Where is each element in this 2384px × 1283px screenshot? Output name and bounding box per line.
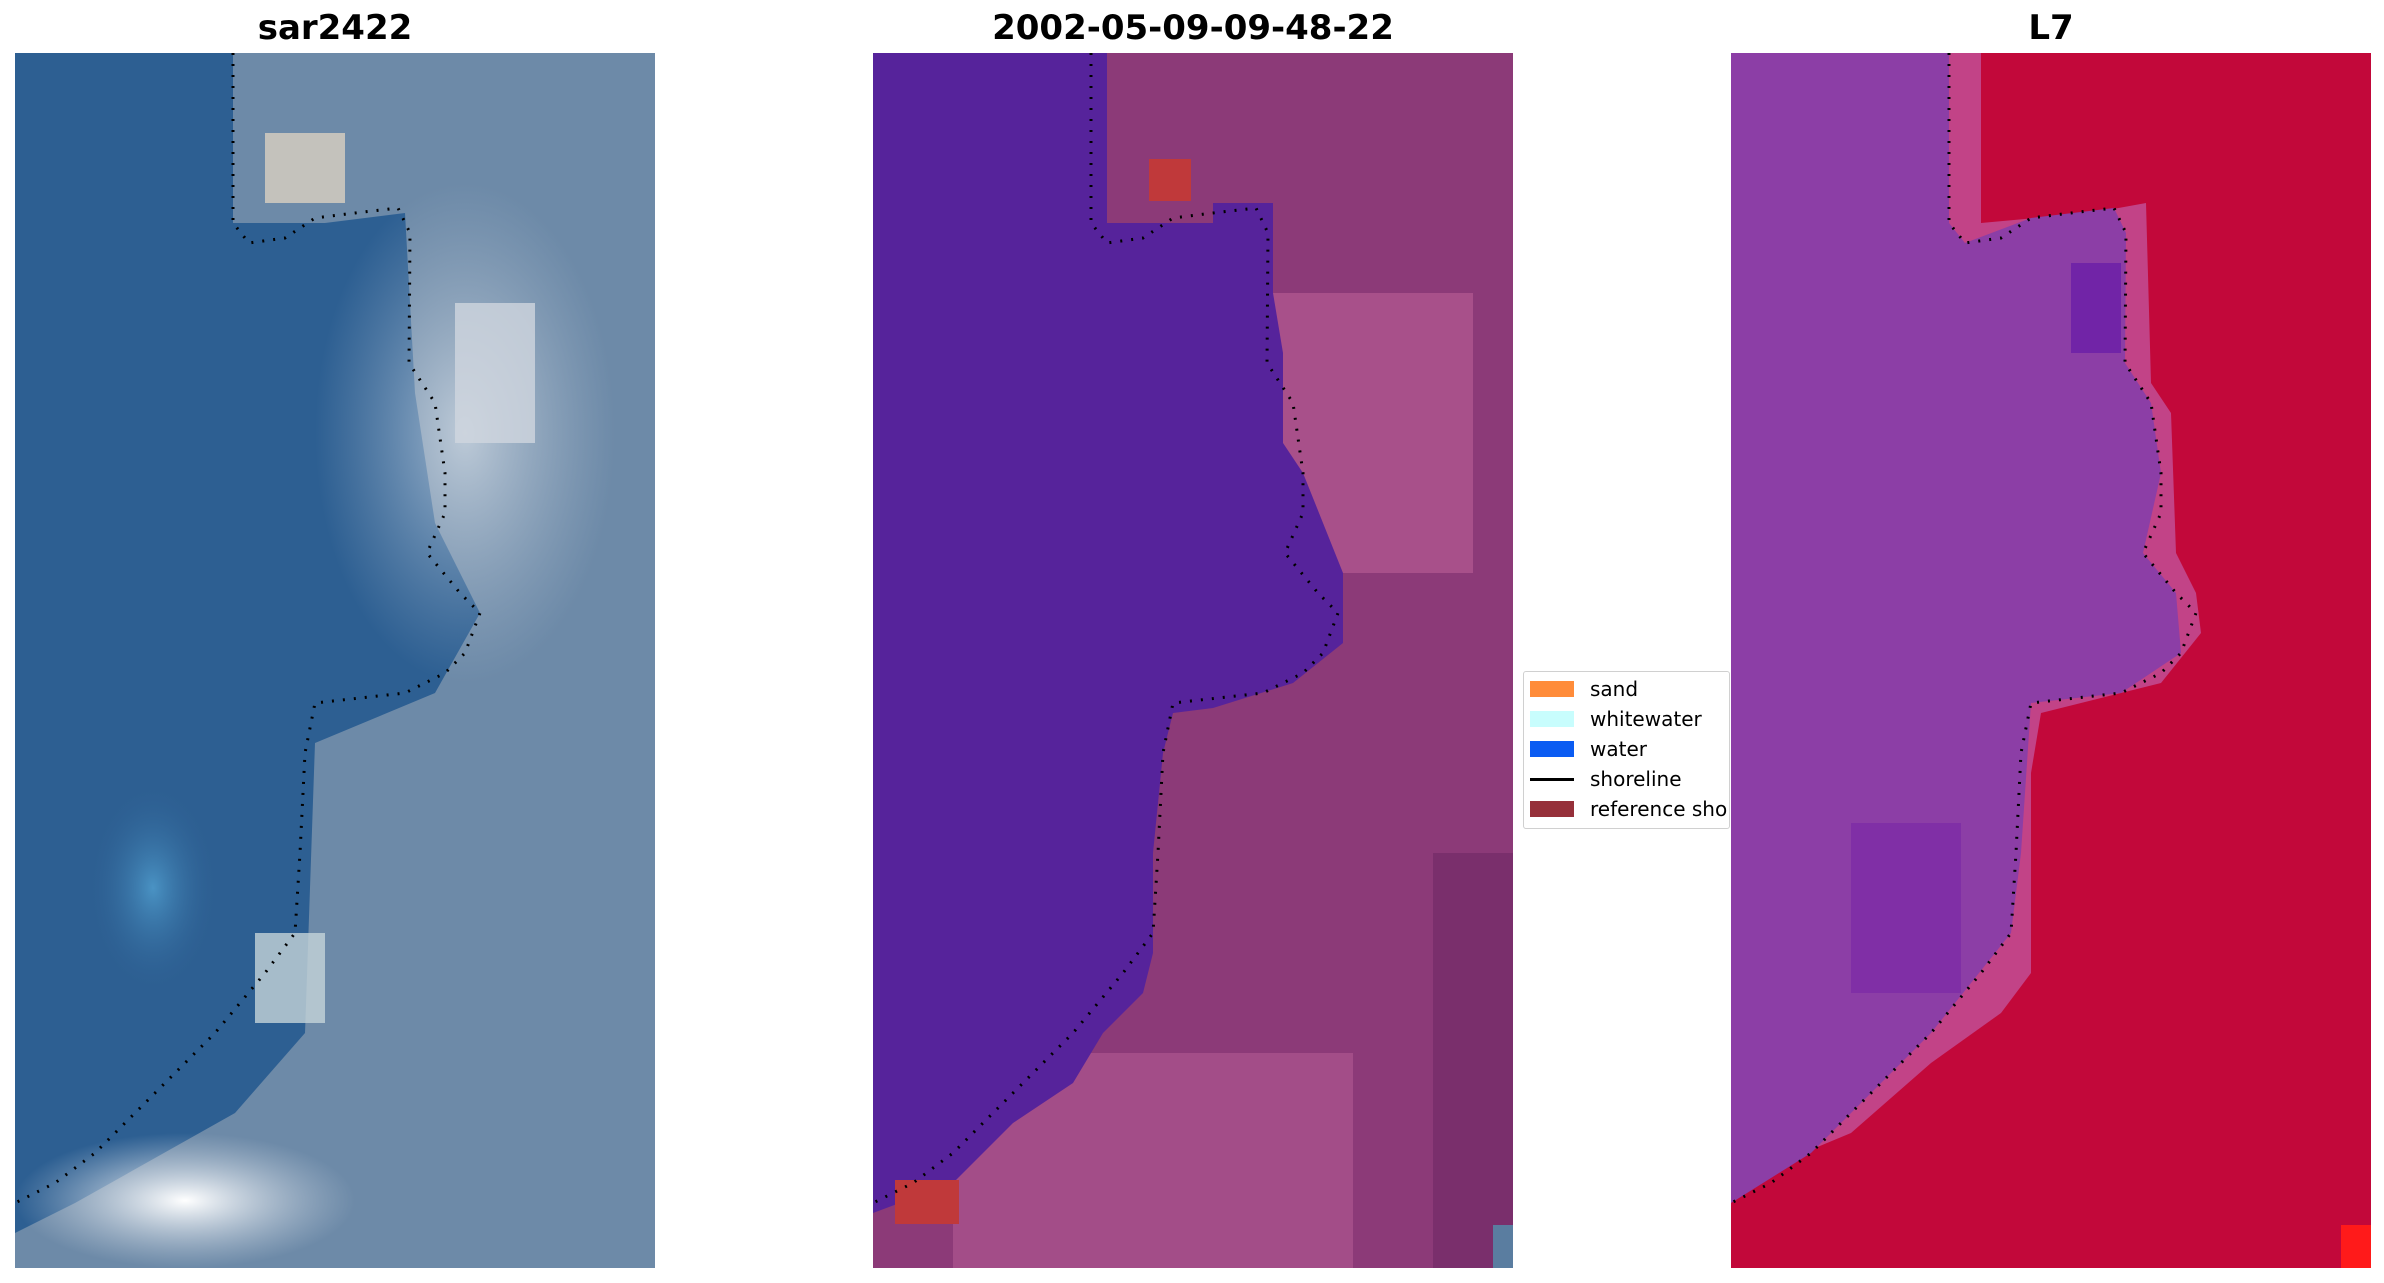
index-image: [1731, 53, 2371, 1268]
panel-title-satellite: L7: [2028, 8, 2074, 48]
legend-label-water: water: [1590, 737, 1647, 761]
legend-item-reference-shoreline: reference shoreline: [1530, 794, 1729, 824]
classification-panel: [873, 53, 1513, 1268]
water-class-area: [873, 53, 1343, 1213]
whitewater-swatch: [1530, 711, 1574, 727]
rgb-image-panel: [15, 53, 655, 1268]
legend-label-whitewater: whitewater: [1590, 707, 1702, 731]
legend-label-sand: sand: [1590, 677, 1639, 701]
legend-item-shoreline: shoreline: [1530, 764, 1682, 794]
index-image-panel: [1731, 53, 2371, 1268]
index-water-area: [1731, 53, 2181, 1203]
rgb-image: [15, 53, 655, 1268]
legend-label-shoreline: shoreline: [1590, 767, 1682, 791]
legend-item-whitewater: whitewater: [1530, 704, 1702, 734]
water-swatch: [1530, 741, 1574, 757]
legend-item-water: water: [1530, 734, 1647, 764]
reference-shoreline-swatch: [1530, 801, 1574, 817]
classification-image: [873, 53, 1513, 1268]
panel-title-rgb: sar2422: [257, 8, 413, 48]
legend-label-reference-shoreline: reference shoreline: [1590, 797, 1729, 821]
panel-title-date: 2002-05-09-09-48-22: [992, 8, 1394, 48]
shoreline-line-swatch: [1530, 777, 1574, 781]
legend: sand whitewater water shoreline referenc…: [1523, 671, 1730, 829]
sand-swatch: [1530, 681, 1574, 697]
legend-item-sand: sand: [1530, 674, 1638, 704]
